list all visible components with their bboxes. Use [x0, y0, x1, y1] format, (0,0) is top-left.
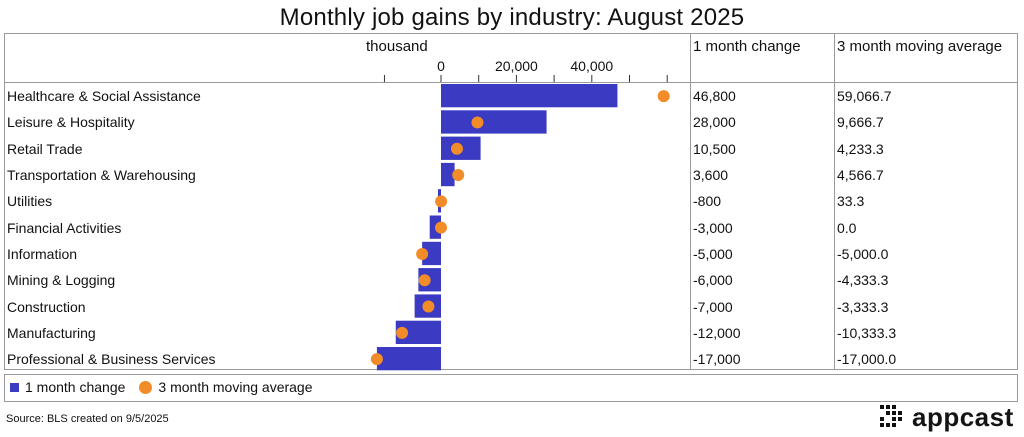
value-1-month-change: 3,600: [693, 167, 729, 184]
industry-label: Healthcare & Social Assistance: [7, 88, 201, 105]
legend-label-change: 1 month change: [25, 379, 126, 395]
brand-name: appcast: [912, 402, 1014, 432]
legend-box: [4, 374, 1018, 402]
dot-3-month-average: [396, 326, 409, 339]
bar-1-month-change: [422, 241, 441, 266]
dot-3-month-average: [370, 353, 383, 366]
value-3-month-average: -4,333.3: [837, 272, 889, 289]
industry-label: Manufacturing: [7, 324, 96, 341]
bar-1-month-change: [441, 110, 547, 134]
value-3-month-average: 4,233.3: [837, 140, 884, 157]
value-3-month-average: -3,333.3: [837, 298, 889, 315]
header-divider: [4, 82, 1018, 83]
value-1-month-change: 46,800: [693, 88, 736, 105]
dot-3-month-average: [452, 169, 465, 182]
industry-label: Leisure & Hospitality: [7, 114, 135, 131]
column-divider-change: [690, 33, 691, 370]
value-1-month-change: -800: [693, 193, 722, 210]
dot-3-month-average: [450, 142, 463, 155]
column-header-average: 3 month moving average: [837, 38, 1003, 55]
industry-label: Financial Activities: [7, 219, 122, 236]
value-1-month-change: -6,000: [693, 272, 733, 289]
column-header-change: 1 month change: [693, 38, 801, 55]
dot-3-month-average: [657, 90, 670, 103]
chart-title: Monthly job gains by industry: August 20…: [279, 4, 745, 31]
dot-3-month-average: [435, 221, 447, 234]
source-note: Source: BLS created on 9/5/2025: [6, 413, 169, 425]
industry-label: Information: [7, 245, 78, 262]
value-1-month-change: -5,000: [693, 245, 733, 262]
value-3-month-average: -5,000.0: [837, 245, 889, 262]
value-1-month-change: -12,000: [693, 324, 741, 341]
value-3-month-average: 59,066.7: [837, 88, 892, 105]
axis-tick-label: 40,000: [570, 58, 613, 74]
bar-1-month-change: [395, 320, 441, 344]
industry-label: Construction: [7, 298, 86, 315]
axis-tick-label: 0: [437, 58, 445, 74]
bar-1-month-change: [376, 347, 441, 371]
unit-label: thousand: [366, 38, 428, 55]
bar-1-month-change: [441, 162, 455, 187]
value-3-month-average: 9,666.7: [837, 114, 884, 131]
value-1-month-change: -7,000: [693, 298, 733, 315]
dot-3-month-average: [422, 300, 435, 313]
industry-label: Transportation & Warehousing: [7, 167, 196, 184]
industry-label: Retail Trade: [7, 140, 83, 157]
value-3-month-average: 0.0: [837, 219, 857, 236]
dot-3-month-average: [435, 195, 448, 208]
chart-frame: [4, 33, 1018, 370]
dot-3-month-average: [416, 247, 429, 260]
appcast-logo-icon: [880, 404, 906, 431]
value-1-month-change: 28,000: [693, 114, 736, 131]
value-1-month-change: -3,000: [693, 219, 733, 236]
value-3-month-average: 33.3: [837, 193, 865, 210]
value-3-month-average: -17,000.0: [837, 351, 897, 368]
value-1-month-change: 10,500: [693, 140, 736, 157]
legend-label-average: 3 month moving average: [158, 379, 313, 395]
industry-label: Mining & Logging: [7, 272, 116, 289]
column-divider-average: [834, 33, 835, 370]
dot-3-month-average: [418, 274, 431, 287]
value-1-month-change: -17,000: [693, 351, 741, 368]
brand-logo: appcast: [880, 402, 1014, 433]
value-3-month-average: -10,333.3: [837, 324, 897, 341]
legend-bar-swatch: [10, 382, 19, 392]
legend-dot-swatch: [139, 380, 153, 394]
value-3-month-average: 4,566.7: [837, 167, 884, 184]
dot-3-month-average: [471, 116, 484, 129]
legend: 1 month change 3 month moving average: [10, 379, 313, 395]
axis-tick-label: 20,000: [495, 58, 538, 74]
industry-label: Professional & Business Services: [7, 351, 216, 368]
bar-1-month-change: [441, 84, 618, 108]
industry-label: Utilities: [7, 193, 53, 210]
